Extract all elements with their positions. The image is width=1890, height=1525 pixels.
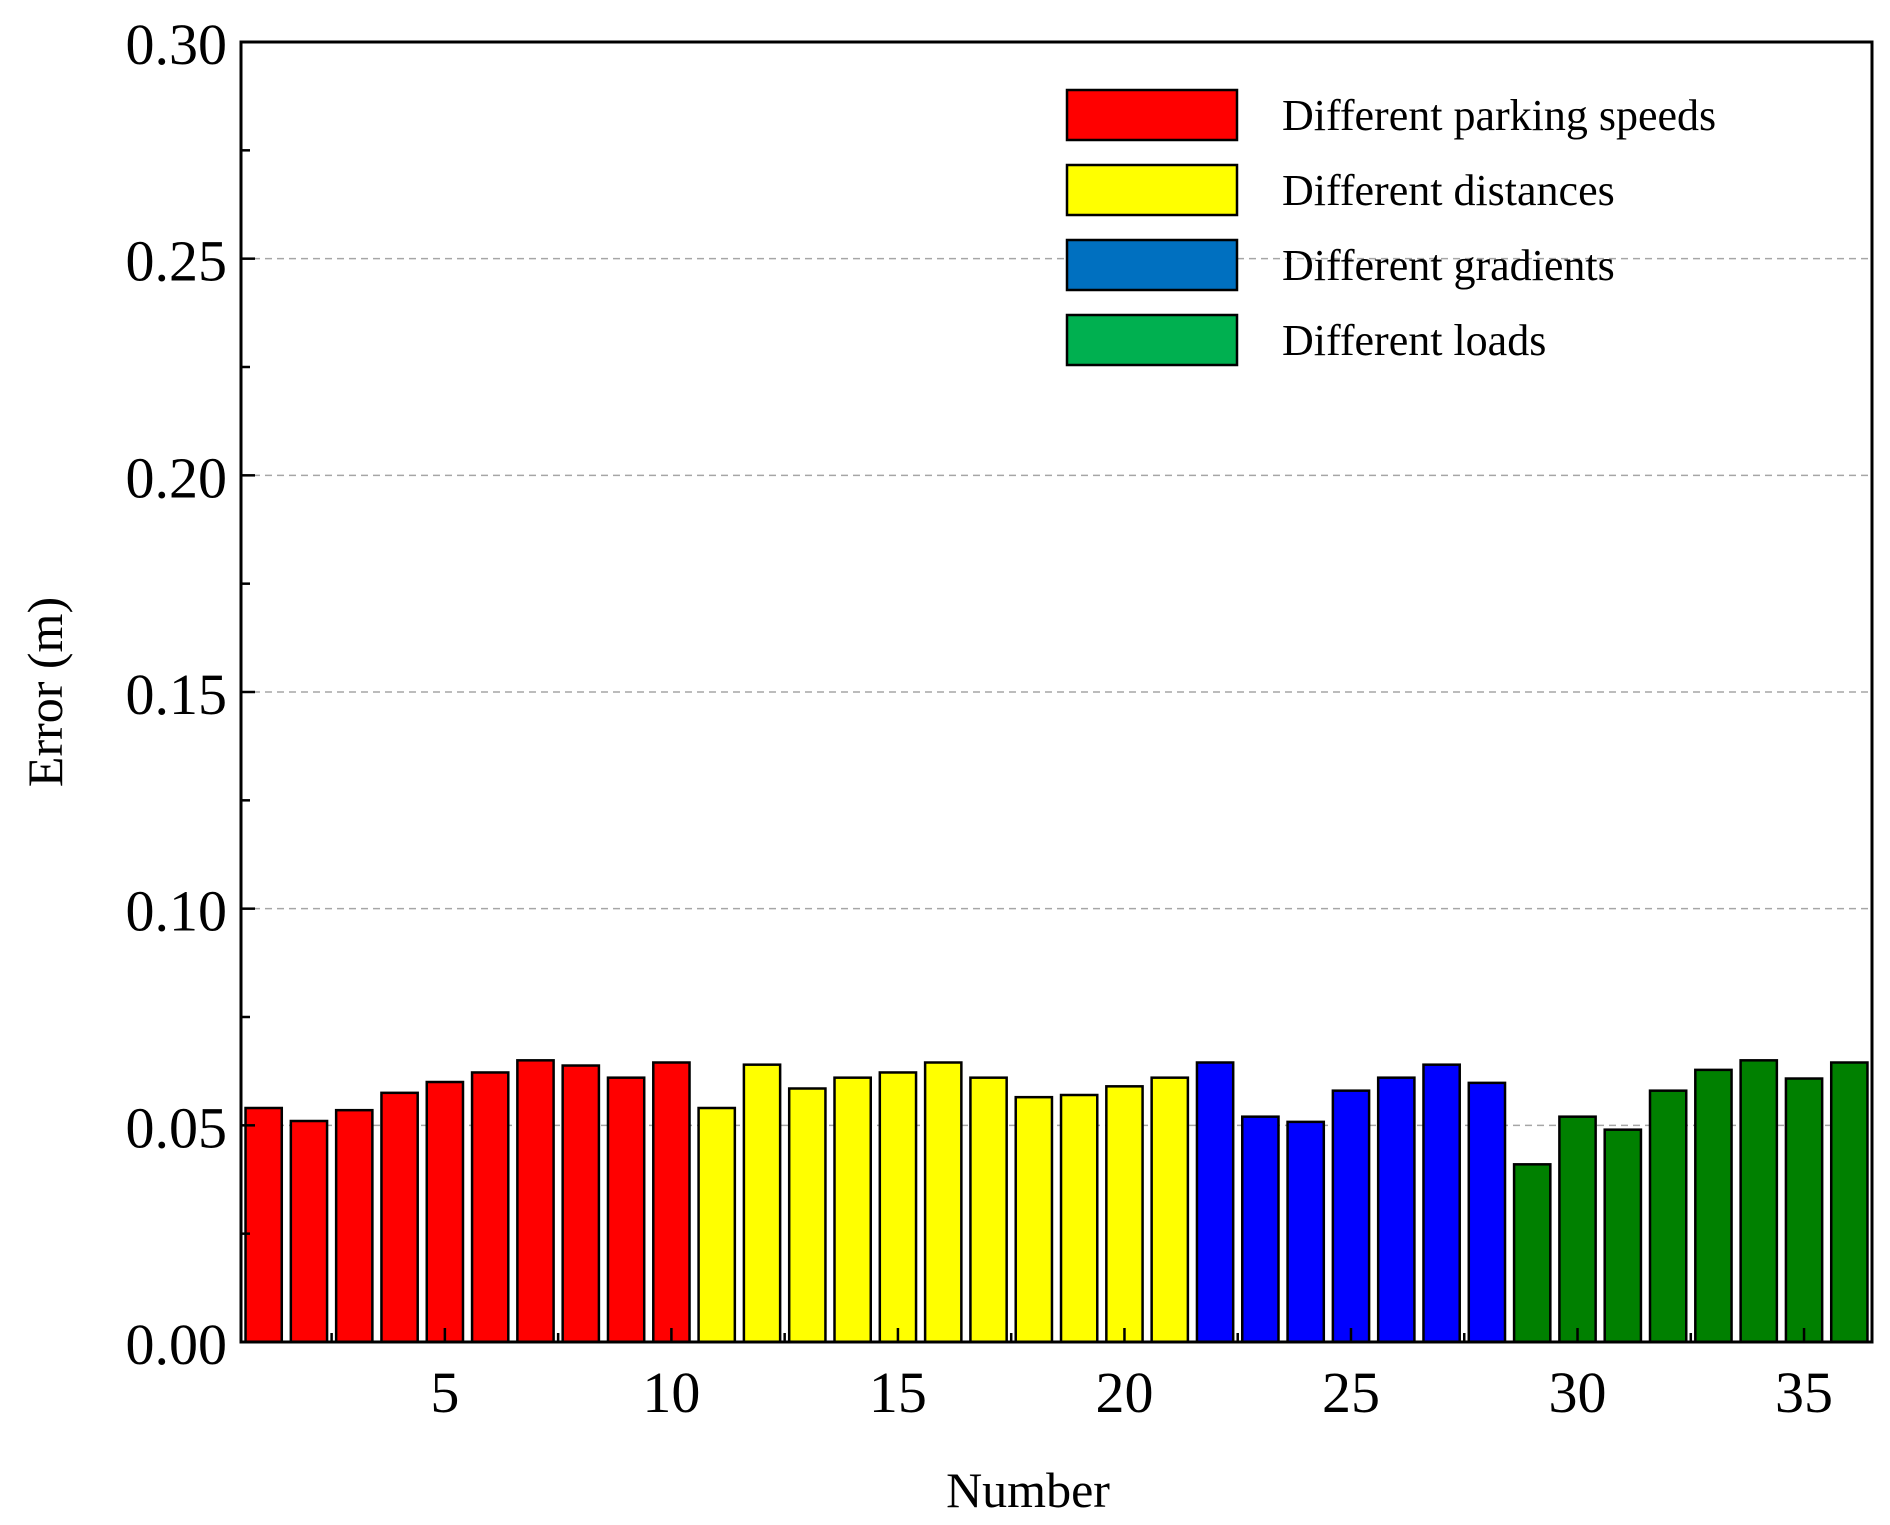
x-tick-label: 30 [1549, 1360, 1607, 1425]
bar [516, 1059, 555, 1344]
bars [244, 1059, 1869, 1344]
bar [425, 1080, 465, 1344]
y-tick-label: 0.20 [126, 445, 228, 510]
y-tick-labels: 0.00 0.05 0.10 0.15 0.20 0.25 0.30 [126, 12, 228, 1377]
bar [244, 1106, 284, 1344]
bar [652, 1061, 691, 1344]
bar [1739, 1059, 1779, 1344]
bar [1195, 1061, 1235, 1344]
bar [470, 1071, 510, 1344]
bar [1648, 1089, 1688, 1344]
x-axis-label: Number [946, 1462, 1110, 1518]
bar [1422, 1063, 1461, 1344]
bar [1150, 1076, 1190, 1344]
bar [833, 1076, 872, 1344]
y-tick-label: 0.30 [126, 12, 228, 77]
bar [1558, 1115, 1597, 1344]
bar [1694, 1068, 1733, 1344]
bar [923, 1061, 963, 1344]
bar [380, 1091, 419, 1344]
bar [1331, 1089, 1371, 1344]
y-tick-label: 0.05 [126, 1095, 228, 1160]
x-tick-label: 35 [1775, 1360, 1833, 1425]
x-tick-label: 25 [1322, 1360, 1380, 1425]
bar [742, 1063, 782, 1344]
bar [1376, 1076, 1416, 1344]
x-tick-label: 15 [869, 1360, 927, 1425]
bar [1784, 1077, 1824, 1344]
bar [697, 1106, 737, 1344]
bar [1059, 1093, 1099, 1344]
bar [606, 1076, 646, 1344]
bar [1512, 1163, 1552, 1344]
bar [289, 1119, 329, 1344]
bar [1467, 1081, 1507, 1344]
bar [1105, 1085, 1144, 1344]
axis-ticks [241, 40, 1806, 1344]
legend-label: Different distances [1282, 166, 1615, 215]
bar [1241, 1115, 1280, 1344]
gridlines [241, 257, 1872, 1127]
legend-swatch [1065, 163, 1239, 217]
legend-label: Different parking speeds [1282, 91, 1716, 140]
y-tick-label: 0.15 [126, 662, 228, 727]
legend-label: Different loads [1282, 316, 1546, 365]
bar [969, 1076, 1008, 1344]
legend-swatch [1065, 313, 1239, 367]
x-tick-labels: 5 10 15 20 25 30 35 [430, 1360, 1833, 1425]
y-axis-label: Error (m) [17, 597, 73, 787]
y-tick-label: 0.10 [126, 879, 228, 944]
bar [1603, 1128, 1643, 1344]
bar [561, 1064, 601, 1344]
y-tick-label: 0.25 [126, 229, 228, 294]
x-tick-label: 20 [1095, 1360, 1153, 1425]
bar [1286, 1120, 1326, 1344]
bar [1829, 1061, 1869, 1344]
legend-swatch [1065, 238, 1239, 292]
bar [1014, 1095, 1054, 1344]
legend: Different parking speeds Different distan… [1065, 88, 1716, 367]
bar [878, 1071, 918, 1344]
x-tick-label: 10 [642, 1360, 700, 1425]
x-tick-label: 5 [430, 1360, 459, 1425]
y-tick-label: 0.00 [126, 1312, 228, 1377]
legend-label: Different gradients [1282, 241, 1615, 290]
bar [334, 1108, 374, 1344]
legend-swatch [1065, 88, 1239, 142]
bar [787, 1087, 827, 1344]
